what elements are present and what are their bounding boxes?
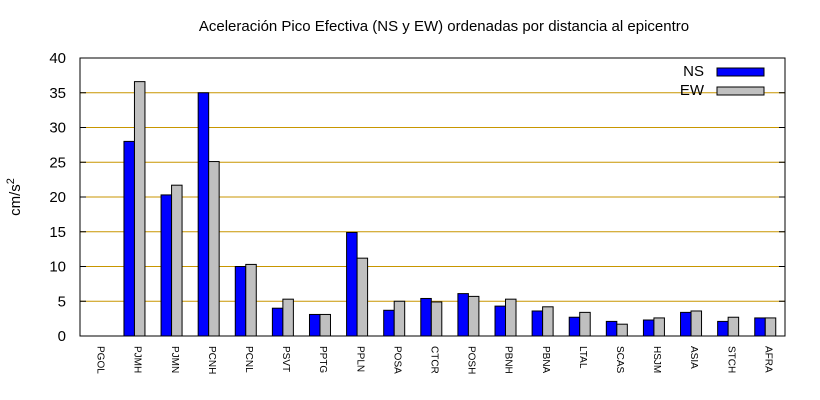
x-category-label: PPLN bbox=[354, 346, 365, 372]
y-axis-label: cm/s2 bbox=[5, 178, 24, 216]
bar-ew-posa bbox=[393, 300, 406, 337]
bar-ns-pjmh bbox=[123, 140, 135, 337]
bar-ns-hsjm bbox=[642, 319, 655, 337]
bar-ew-pjmh bbox=[133, 81, 146, 337]
x-category-label: ASIA bbox=[688, 346, 699, 369]
x-category-label: PCNL bbox=[243, 346, 254, 373]
bar-ns-ltal bbox=[568, 316, 581, 337]
y-tick-label: 0 bbox=[58, 328, 66, 345]
x-category-label: PBNH bbox=[503, 346, 514, 374]
bar-ew-pbna bbox=[542, 306, 554, 337]
bars bbox=[123, 81, 777, 337]
y-tick-label: 20 bbox=[49, 189, 66, 206]
x-category-label: AFRA bbox=[762, 346, 773, 373]
x-category-label: PGOL bbox=[95, 346, 106, 374]
x-category-label: SCAS bbox=[614, 346, 625, 374]
x-category-label: CTCR bbox=[429, 346, 440, 374]
y-axis-ticks: 0 5 10 15 20 25 30 35 40 bbox=[49, 50, 785, 345]
bar-ew-pcnl bbox=[245, 263, 257, 337]
x-axis-categories: PGOL PJMH PJMN PCNH PCNL PSVT PPTG PPLN POSA CTCR… bbox=[95, 346, 774, 374]
bar-ew-afra bbox=[764, 317, 777, 337]
bar-ns-ppln bbox=[346, 231, 358, 337]
y-tick-label: 10 bbox=[49, 259, 66, 276]
bar-ns-stch bbox=[717, 320, 729, 337]
x-category-label: PBNA bbox=[540, 346, 551, 374]
x-category-label: PJMH bbox=[132, 346, 143, 373]
y-axis-label-exponent: 2 bbox=[5, 178, 17, 184]
bar-ns-asia bbox=[680, 311, 692, 337]
bar-ew-pbnh bbox=[505, 298, 517, 337]
y-axis-label-unit: cm/s bbox=[7, 184, 24, 216]
bar-ew-scas bbox=[616, 323, 628, 337]
gridlines bbox=[80, 92, 785, 302]
bar-ns-pcnl bbox=[234, 266, 247, 337]
bar-ew-pptg bbox=[319, 313, 331, 337]
bar-ns-pjmn bbox=[160, 194, 173, 337]
bar-ns-ctcr bbox=[420, 297, 432, 337]
bar-ew-ltal bbox=[579, 311, 591, 337]
bar-ns-psvt bbox=[271, 307, 284, 337]
bar-ns-pbna bbox=[531, 310, 544, 337]
x-category-label: POSA bbox=[391, 346, 402, 374]
bar-ew-pcnh bbox=[208, 161, 220, 337]
bar-ew-asia bbox=[690, 310, 703, 337]
y-tick-label: 30 bbox=[49, 120, 66, 137]
chart-title: Aceleración Pico Efectiva (NS y EW) orde… bbox=[199, 18, 689, 35]
bar-ns-scas bbox=[605, 320, 618, 337]
bar-ew-posh bbox=[467, 295, 480, 337]
bar-ew-stch bbox=[727, 316, 740, 337]
bar-ew-pjmn bbox=[171, 184, 183, 337]
x-category-label: STCH bbox=[725, 346, 736, 373]
bar-ew-ppln bbox=[356, 257, 369, 337]
bar-ns-pptg bbox=[308, 313, 321, 337]
x-category-label: LTAL bbox=[577, 346, 588, 369]
bar-ew-hsjm bbox=[653, 317, 665, 337]
bar-ns-pbnh bbox=[494, 305, 507, 337]
x-category-label: PPTG bbox=[317, 346, 328, 373]
legend-swatch bbox=[716, 67, 765, 77]
x-category-label: POSH bbox=[466, 346, 477, 374]
y-tick-label: 35 bbox=[49, 85, 66, 102]
y-tick-label: 40 bbox=[49, 50, 66, 67]
y-tick-label: 25 bbox=[49, 154, 66, 171]
bar-ew-psvt bbox=[282, 298, 294, 337]
x-category-label: PCNH bbox=[206, 346, 217, 374]
legend-label: NS bbox=[683, 63, 704, 80]
legend-swatch bbox=[716, 86, 765, 96]
bar-ns-pcnh bbox=[197, 92, 210, 337]
bar-ns-posh bbox=[457, 293, 469, 337]
bar-ns-posa bbox=[383, 309, 395, 337]
bar-ew-ctcr bbox=[430, 301, 443, 337]
x-category-label: HSJM bbox=[651, 346, 662, 373]
x-category-label: PSVT bbox=[280, 346, 291, 372]
bar-ns-afra bbox=[754, 317, 766, 337]
y-tick-label: 5 bbox=[58, 293, 66, 310]
x-category-label: PJMN bbox=[169, 346, 180, 373]
y-tick-label: 15 bbox=[49, 224, 66, 241]
legend: NS EW bbox=[680, 63, 765, 99]
legend-label: EW bbox=[680, 82, 705, 99]
